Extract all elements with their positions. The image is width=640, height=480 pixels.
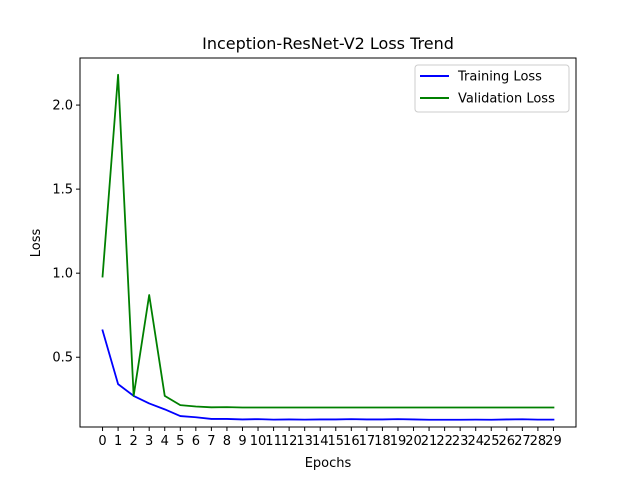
y-tick-label: 1.0 (52, 267, 73, 282)
plot-area-frame (79, 57, 577, 428)
x-tick-label: 27 (514, 434, 531, 449)
series-layer (101, 73, 555, 421)
x-tick-label: 23 (452, 434, 469, 449)
legend: Training Loss Validation Loss (414, 64, 570, 113)
x-tick-label: 8 (223, 434, 231, 449)
x-tick-label: 19 (390, 434, 407, 449)
x-tick-label: 28 (530, 434, 547, 449)
x-tick-label: 26 (499, 434, 516, 449)
x-tick-label: 6 (192, 434, 200, 449)
x-tick-label: 13 (296, 434, 313, 449)
x-tick-label: 2 (130, 434, 138, 449)
x-axis-label: Epochs (305, 456, 352, 471)
x-tick-label: 1 (114, 434, 122, 449)
series-line-validation-loss (101, 73, 555, 409)
x-tick-label: 16 (343, 434, 360, 449)
x-tick-label: 11 (265, 434, 282, 449)
chart-title: Inception-ResNet-V2 Loss Trend (202, 34, 454, 53)
legend-label-training-loss: Training Loss (457, 70, 542, 85)
y-axis-label: Loss (29, 229, 44, 258)
x-tick-label: 3 (145, 434, 153, 449)
x-tick-label: 0 (98, 434, 106, 449)
x-tick-label: 4 (161, 434, 169, 449)
y-tick-label: 2.0 (52, 99, 73, 114)
x-tick-label: 20 (405, 434, 422, 449)
series-line-training-loss (101, 329, 555, 421)
x-tick-label: 17 (359, 434, 376, 449)
legend-box (414, 64, 570, 113)
x-tick-label: 25 (483, 434, 500, 449)
y-axis-ticks: 0.5 1.0 1.5 2.0 (52, 99, 80, 366)
x-tick-label: 9 (238, 434, 246, 449)
x-axis-ticks: 0 1 2 3 4 5 6 7 8 9 10 11 12 13 14 15 16 17 18 19 20 21 22 23 24… (98, 427, 562, 449)
y-tick-label: 1.5 (52, 183, 73, 198)
x-tick-label: 5 (176, 434, 184, 449)
x-tick-label: 29 (545, 434, 562, 449)
y-tick-label: 0.5 (52, 351, 73, 366)
x-tick-label: 7 (207, 434, 215, 449)
x-tick-label: 24 (467, 434, 484, 449)
x-tick-label: 21 (421, 434, 438, 449)
x-tick-label: 15 (328, 434, 345, 449)
x-tick-label: 14 (312, 434, 329, 449)
x-tick-label: 18 (374, 434, 391, 449)
x-tick-label: 22 (436, 434, 453, 449)
x-tick-label: 12 (281, 434, 298, 449)
legend-label-validation-loss: Validation Loss (458, 92, 555, 107)
x-tick-label: 10 (250, 434, 267, 449)
